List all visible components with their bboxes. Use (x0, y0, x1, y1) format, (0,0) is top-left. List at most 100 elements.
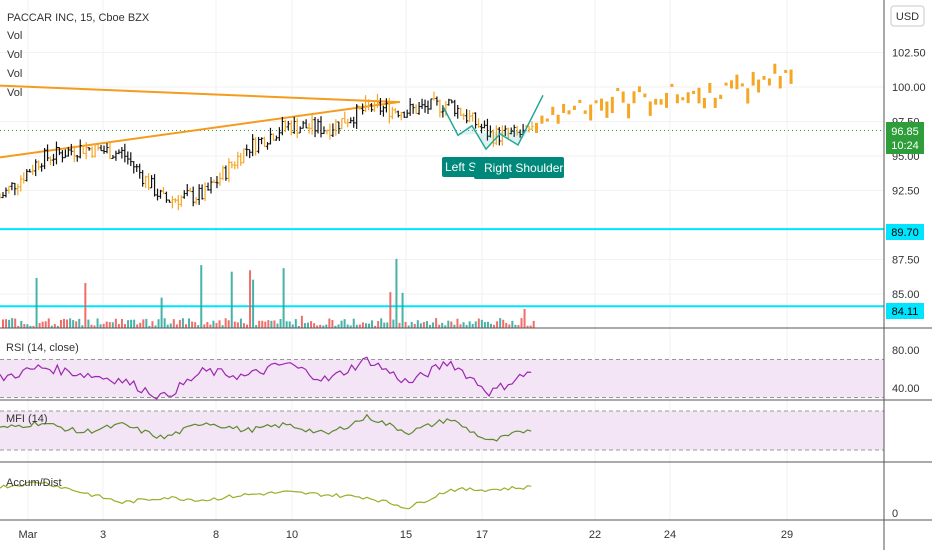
volume-bar (166, 324, 169, 328)
volume-bar (108, 322, 111, 328)
volume-bar (514, 324, 517, 328)
rsi-line (0, 356, 532, 400)
volume-bar (17, 325, 20, 328)
volume-bar (264, 321, 267, 328)
volume-bar (32, 325, 35, 328)
ad-tick-label: 0 (892, 508, 898, 520)
volume-bar (233, 321, 236, 328)
volume-bars (2, 258, 535, 328)
volume-bar (432, 322, 435, 328)
volume-bar (56, 325, 59, 328)
time-tick-label: 15 (400, 529, 412, 541)
vol-label-1[interactable]: Vol (7, 30, 22, 42)
mfi-title[interactable]: MFI (14) (6, 413, 48, 425)
projection-bar (692, 90, 696, 94)
projection-bar (562, 104, 566, 114)
right-shoulder-label[interactable]: Right Shoulder (484, 161, 563, 175)
time-tick-label: 17 (476, 529, 488, 541)
volume-bar (456, 318, 459, 328)
volume-bar (389, 292, 392, 328)
projection-bar (757, 79, 761, 93)
projection-bar (556, 114, 560, 124)
volume-bar (255, 325, 258, 328)
volume-bar (151, 321, 154, 328)
volume-bar (355, 324, 358, 328)
projection-bar (632, 91, 636, 104)
volume-bar (502, 319, 505, 328)
volume-bar (148, 325, 151, 328)
volume-bar (334, 325, 337, 328)
countdown-timer: 10:24 (891, 140, 919, 152)
projection-bar (589, 104, 593, 121)
volume-bar (413, 323, 416, 328)
projection-bar (551, 106, 555, 115)
volume-bar (441, 322, 444, 328)
rsi-title[interactable]: RSI (14, close) (6, 342, 79, 354)
volume-bar (465, 325, 468, 328)
volume-bar (194, 322, 197, 328)
volume-bar (206, 322, 209, 328)
volume-bar (215, 323, 218, 328)
volume-bar (480, 319, 483, 328)
volume-bar (99, 324, 102, 328)
price-tick-label: 102.50 (892, 48, 926, 60)
volume-bar (69, 318, 72, 328)
right-shoulder-tag[interactable] (480, 157, 564, 178)
volume-bar (133, 319, 136, 328)
projection-bar (600, 98, 603, 111)
currency-button[interactable] (890, 5, 925, 27)
currency-label[interactable]: USD (896, 11, 919, 23)
volume-bar (462, 322, 465, 328)
volume-bar (163, 318, 166, 328)
pattern-fill (458, 125, 530, 150)
rsi-tick-label: 80.00 (892, 345, 920, 357)
volume-bar (249, 270, 252, 328)
projection-bar (535, 122, 538, 134)
volume-bar (84, 283, 87, 328)
volume-bar (50, 325, 53, 328)
vol-label-2[interactable]: Vol (7, 49, 22, 61)
projection-bar (627, 103, 631, 119)
price-tick-label: 87.50 (892, 255, 920, 267)
volume-bar (419, 323, 422, 328)
volume-bar (102, 323, 105, 328)
volume-bar (493, 324, 496, 328)
ad-title[interactable]: Accum/Dist (6, 477, 62, 489)
projection-bar (654, 98, 658, 105)
projection-bar (637, 86, 641, 93)
volume-bar (59, 319, 62, 328)
projection-bar (767, 78, 771, 86)
rsi-tick-label: 40.00 (892, 383, 920, 395)
volume-bar (160, 297, 163, 328)
mfi-line (0, 413, 532, 442)
vol-label-3[interactable]: Vol (7, 68, 22, 80)
volume-bar (181, 318, 184, 328)
volume-bar (401, 292, 404, 328)
volume-bar (523, 308, 526, 328)
projection-bar (740, 83, 744, 87)
volume-bar (5, 319, 8, 328)
volume-bar (26, 324, 29, 328)
projection-bar (697, 87, 701, 104)
volume-bar (114, 318, 117, 328)
projection-bar (675, 94, 679, 104)
symbol-title[interactable]: PACCAR INC, 15, Cboe BZX (7, 12, 150, 24)
volume-bar (447, 320, 450, 328)
projection-bar (610, 96, 614, 114)
last-price-tag (886, 122, 924, 154)
volume-bar (78, 318, 81, 328)
volume-bar (139, 322, 142, 328)
left-shoulder-label[interactable]: Left S (445, 160, 476, 174)
level-tag-89-70-label: 89.70 (891, 227, 919, 239)
head-shoulders-pattern (442, 94, 544, 151)
projection-bars (535, 63, 793, 134)
volume-bar (483, 322, 486, 328)
volume-bar (297, 325, 300, 328)
vol-label-4[interactable]: Vol (7, 87, 22, 99)
projection-bar (708, 82, 712, 93)
volume-bar (267, 320, 270, 328)
volume-bar (218, 320, 221, 328)
volume-bar (380, 318, 383, 328)
